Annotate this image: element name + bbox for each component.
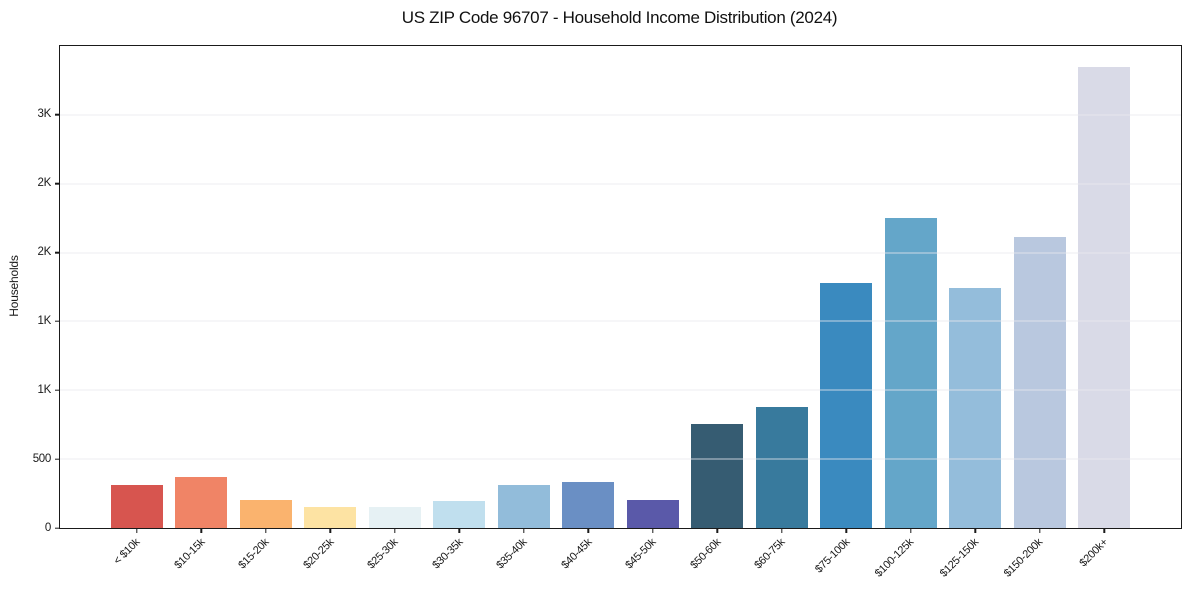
y-tick-label: 2K bbox=[37, 245, 52, 258]
bar bbox=[110, 485, 163, 528]
x-tick-label: $125-150k bbox=[937, 536, 982, 580]
x-tick-mark bbox=[523, 528, 525, 533]
x-tick-label: < $10k bbox=[111, 536, 143, 568]
bar bbox=[820, 282, 873, 528]
x-tick-mark bbox=[974, 528, 976, 533]
bar bbox=[1013, 237, 1066, 528]
bar bbox=[884, 218, 937, 528]
x-tick-label: $200k+ bbox=[1077, 536, 1111, 570]
x-tick-label: $15-20k bbox=[236, 536, 272, 572]
gridline bbox=[60, 114, 1181, 116]
x-tick-mark bbox=[394, 528, 396, 533]
y-tick-label: 500 bbox=[32, 452, 52, 465]
x-tick-label: $75-100k bbox=[812, 536, 853, 576]
gridline bbox=[60, 389, 1181, 391]
bar bbox=[497, 484, 550, 528]
x-tick-mark bbox=[1103, 528, 1105, 533]
gridline bbox=[60, 458, 1181, 460]
bar bbox=[175, 477, 228, 528]
y-tick-label: 0 bbox=[44, 521, 51, 534]
bar bbox=[304, 506, 357, 528]
x-tick-label: $45-50k bbox=[623, 536, 659, 572]
x-tick-mark bbox=[136, 528, 138, 533]
x-tick-mark bbox=[587, 528, 589, 533]
x-tick-mark bbox=[910, 528, 912, 533]
x-tick-label: $25-30k bbox=[365, 536, 401, 572]
x-tick-label: $35-40k bbox=[494, 536, 530, 572]
y-tick-label: 3K bbox=[37, 108, 52, 121]
x-tick-mark bbox=[265, 528, 267, 533]
x-tick-mark bbox=[716, 528, 718, 533]
bar bbox=[755, 406, 808, 528]
x-tick-label: $30-35k bbox=[429, 536, 466, 572]
plot-area: 0 500 1K 1K 2K 2K 3K < $10k $10-15k $15-20k $20-25… bbox=[33, 45, 1182, 580]
bar bbox=[691, 424, 744, 528]
y-tick-mark bbox=[55, 183, 60, 185]
x-tick-mark bbox=[329, 528, 331, 533]
x-tick-label: $150-200k bbox=[1002, 536, 1046, 580]
y-tick-mark bbox=[55, 527, 60, 529]
x-tick-mark bbox=[781, 528, 783, 533]
chart-title: US ZIP Code 96707 - Household Income Dis… bbox=[401, 8, 838, 27]
y-tick-label: 2K bbox=[37, 176, 52, 189]
bar bbox=[562, 481, 615, 528]
gridline bbox=[60, 252, 1181, 254]
x-tick-mark bbox=[458, 528, 460, 533]
bar bbox=[1078, 66, 1131, 528]
y-tick-label: 1K bbox=[37, 314, 52, 327]
x-tick-label: $50-60k bbox=[687, 536, 724, 572]
x-tick-label: $40-45k bbox=[558, 536, 595, 572]
gridline bbox=[60, 320, 1181, 322]
y-tick-mark bbox=[55, 251, 60, 254]
y-tick-mark bbox=[55, 458, 60, 460]
x-tick-mark bbox=[652, 528, 654, 533]
bar bbox=[368, 507, 421, 528]
x-tick-label: $10-15k bbox=[171, 536, 208, 572]
x-tick-label: $60-75k bbox=[752, 536, 788, 572]
bar bbox=[949, 288, 1002, 528]
x-tick-mark bbox=[200, 528, 202, 533]
y-tick-mark bbox=[55, 320, 60, 323]
x-tick-mark bbox=[845, 528, 847, 533]
y-axis-label: Households bbox=[7, 255, 21, 317]
x-tick-mark bbox=[1039, 528, 1041, 533]
x-tick-label: $20-25k bbox=[300, 536, 337, 572]
bar bbox=[626, 500, 679, 528]
y-tick-label: 1K bbox=[37, 383, 52, 396]
bar bbox=[239, 500, 292, 528]
x-tick-label: $100-125k bbox=[873, 536, 917, 580]
gridline bbox=[60, 183, 1181, 185]
bar bbox=[433, 501, 486, 528]
y-tick-mark bbox=[55, 389, 60, 391]
y-tick-mark bbox=[55, 114, 60, 116]
